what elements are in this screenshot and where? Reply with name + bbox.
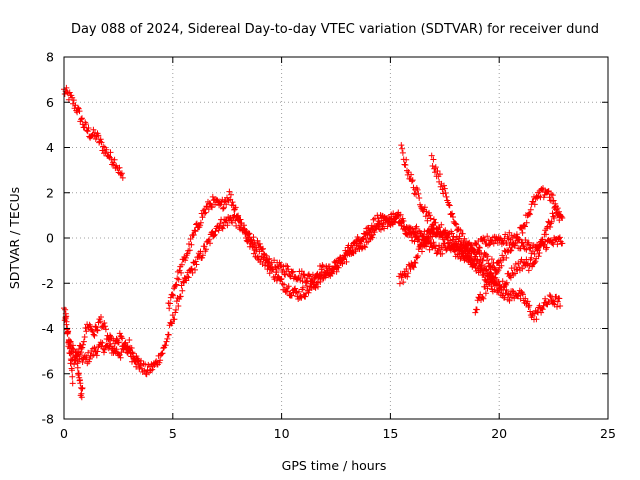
- series-track-i: [62, 306, 76, 387]
- chart-title: Day 088 of 2024, Sidereal Day-to-day VTE…: [71, 22, 599, 37]
- y-axis-label: SDTVAR / TECUs: [7, 187, 22, 289]
- x-tick-label: 20: [491, 426, 507, 441]
- series-track-j: [74, 352, 86, 401]
- x-tick-label: 0: [60, 426, 68, 441]
- series-track-c: [65, 314, 144, 372]
- x-tick-label: 10: [274, 426, 290, 441]
- y-tick-label: 2: [46, 185, 54, 200]
- y-tick-label: 8: [46, 50, 54, 65]
- x-tick-label: 5: [169, 426, 177, 441]
- y-tick-label: 4: [46, 140, 54, 155]
- series-track-e: [398, 142, 503, 274]
- x-axis-label: GPS time / hours: [282, 458, 387, 473]
- y-tick-label: -4: [42, 321, 55, 336]
- series-track-a: [61, 84, 126, 181]
- ticks: 0 5 10 15 20 25 -8 -6 -4 -2 0 2 4 6 8: [42, 50, 616, 442]
- data-points: [61, 84, 566, 401]
- series-track-h: [472, 185, 564, 316]
- y-tick-label: -2: [42, 276, 54, 291]
- x-tick-label: 25: [600, 426, 616, 441]
- y-tick-label: -6: [42, 366, 55, 381]
- x-tick-label: 15: [382, 426, 398, 441]
- y-tick-label: 0: [46, 231, 54, 246]
- series-track-g: [396, 203, 566, 296]
- y-tick-label: -8: [42, 412, 55, 427]
- y-tick-label: 6: [46, 95, 54, 110]
